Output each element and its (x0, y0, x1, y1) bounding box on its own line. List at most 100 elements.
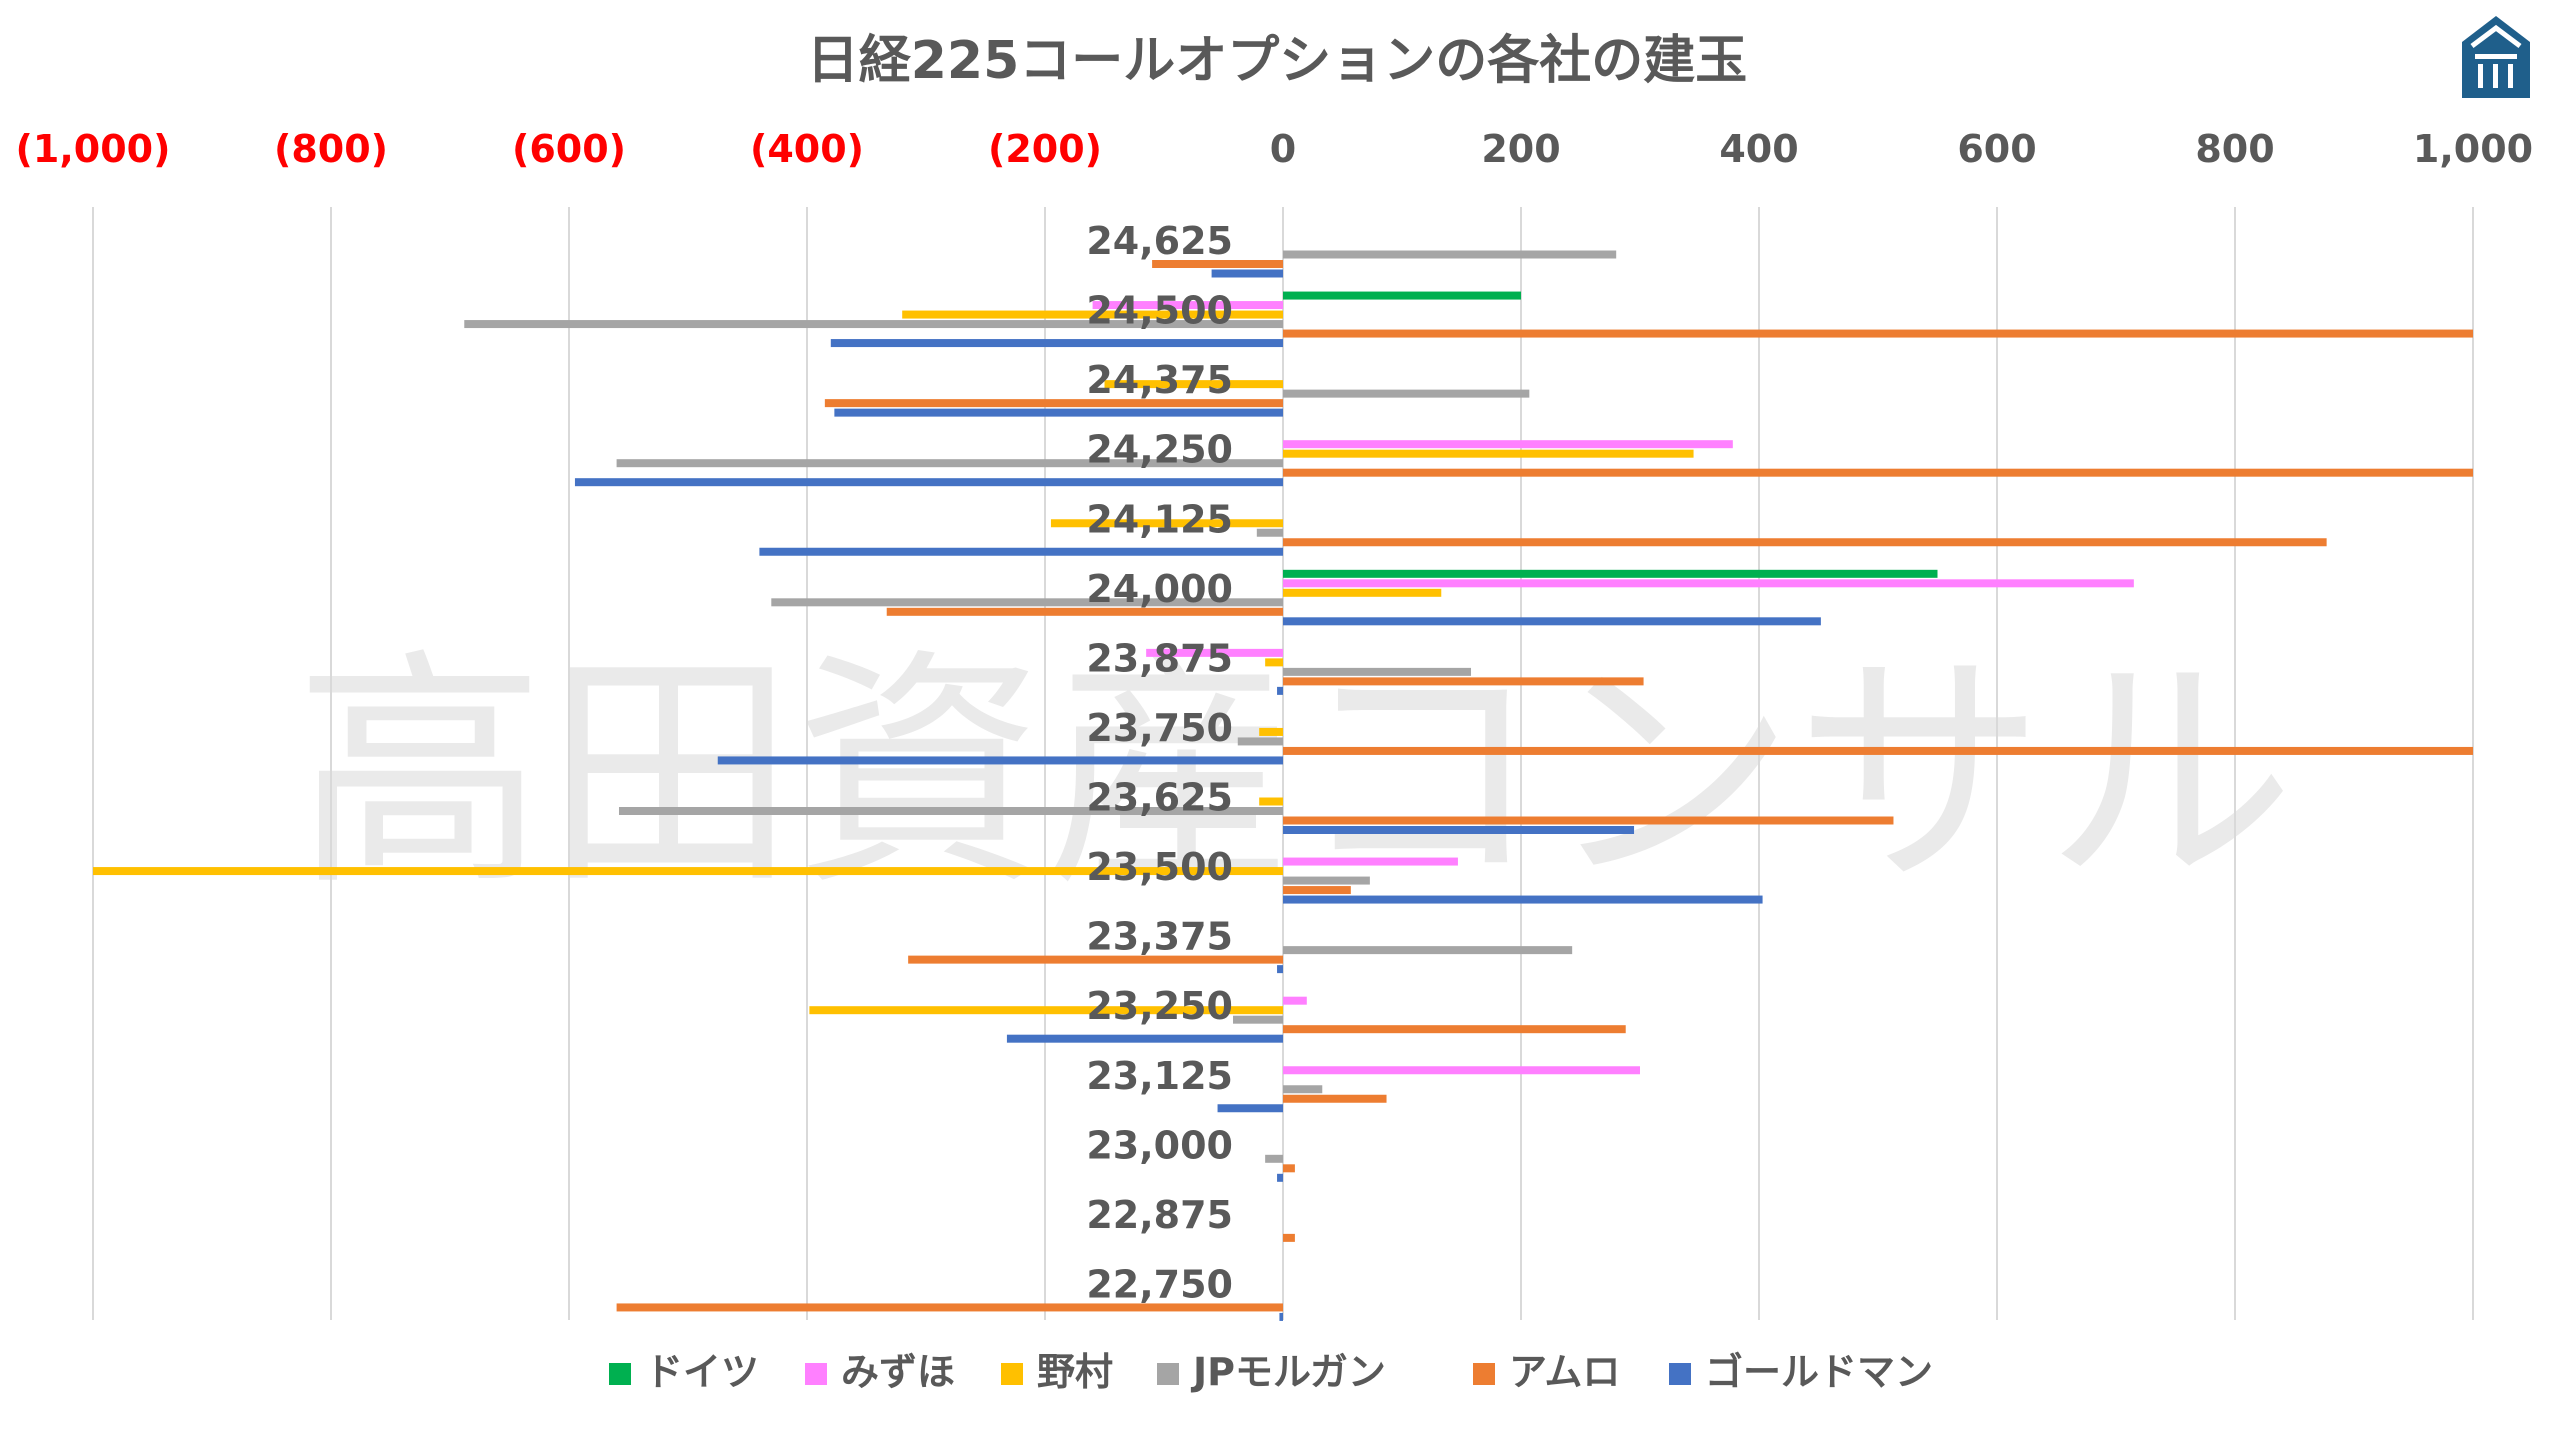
bar (1283, 816, 1894, 825)
category-label: 24,625 (1086, 219, 1233, 263)
category-label: 24,250 (1086, 428, 1233, 472)
bar (717, 756, 1283, 765)
brand-logo (2462, 16, 2530, 98)
bar (1283, 617, 1821, 626)
category-label: 23,875 (1086, 636, 1233, 680)
category-label: 23,000 (1086, 1123, 1233, 1167)
bar (759, 547, 1283, 556)
category-label: 22,750 (1086, 1262, 1233, 1306)
legend-label: ドイツ (645, 1350, 759, 1394)
legend-swatch (609, 1363, 631, 1385)
legend-label: JPモルガン (1190, 1350, 1386, 1394)
legend-swatch (1473, 1363, 1495, 1385)
bar (1283, 1094, 1387, 1103)
x-tick-label: (200) (988, 127, 1102, 171)
bar (1283, 329, 2473, 338)
category-label: 24,500 (1086, 289, 1233, 333)
bar (1006, 1034, 1283, 1043)
bar (618, 807, 1283, 815)
bar (1283, 440, 1733, 449)
bar (1217, 1104, 1283, 1113)
bar (824, 399, 1283, 408)
x-tick-label: 200 (1481, 127, 1560, 171)
legend: ドイツ みずほ 野村 JPモルガン アムロ ゴールドマン (609, 1350, 1933, 1394)
category-label: 23,125 (1086, 1054, 1233, 1098)
category-label: 23,500 (1086, 845, 1233, 889)
category-label: 24,125 (1086, 497, 1233, 541)
bar (886, 607, 1283, 616)
legend-swatch (805, 1363, 827, 1385)
bar (574, 478, 1283, 487)
bar (1283, 588, 1442, 597)
bar (464, 320, 1283, 329)
bar (1283, 1066, 1640, 1075)
bar (1283, 579, 2134, 588)
legend-label: みずほ (841, 1350, 955, 1394)
bar (1283, 1085, 1323, 1094)
legend-label: ゴールドマン (1705, 1350, 1933, 1394)
legend-swatch (1157, 1363, 1179, 1385)
bar (1152, 260, 1283, 268)
bar (908, 955, 1283, 964)
x-tick-label: (400) (750, 127, 864, 171)
bar (1277, 965, 1283, 974)
category-label: 23,625 (1086, 776, 1233, 820)
bar (1283, 291, 1521, 300)
category-label: 23,750 (1086, 706, 1233, 750)
category-label: 23,250 (1086, 984, 1233, 1028)
bar (809, 1006, 1283, 1015)
legend-swatch (1669, 1363, 1691, 1385)
x-tick-label: (800) (274, 127, 388, 171)
bar (1283, 677, 1644, 686)
bar (1283, 946, 1573, 955)
bar (1259, 797, 1283, 806)
bar (1259, 727, 1283, 736)
legend-swatch (1001, 1363, 1023, 1385)
bar (1283, 895, 1763, 904)
bar (771, 598, 1283, 607)
bar (1283, 1233, 1295, 1242)
bar (1283, 886, 1351, 895)
bar (93, 867, 1283, 876)
bar (1283, 538, 2327, 547)
bar (1279, 1312, 1283, 1321)
x-tick-label: (600) (512, 127, 626, 171)
legend-label: アムロ (1509, 1350, 1620, 1394)
chart-title: 日経225コールオプションの各社の建玉 (807, 31, 1748, 91)
bar (902, 310, 1283, 319)
x-tick-label: 400 (1719, 127, 1798, 171)
bar (1283, 389, 1530, 398)
bar (1283, 1164, 1295, 1173)
x-tick-label: 600 (1957, 127, 2036, 171)
bar (1283, 468, 2473, 477)
bar (1277, 686, 1283, 695)
bar (1283, 746, 2473, 755)
category-label: 22,875 (1086, 1193, 1233, 1237)
bar (1092, 301, 1283, 310)
bar (1277, 1173, 1283, 1182)
x-tick-label: 1,000 (2413, 127, 2533, 171)
bar (1283, 449, 1694, 458)
bar (1146, 648, 1283, 657)
bar (1283, 857, 1458, 866)
x-tick-label: (1,000) (16, 127, 171, 171)
legend-label: 野村 (1037, 1350, 1113, 1394)
bar (834, 408, 1283, 417)
x-tick-label: 0 (1270, 127, 1296, 171)
x-tick-label: 800 (2195, 127, 2274, 171)
bar (1283, 1025, 1626, 1034)
bar (1265, 658, 1283, 667)
bar (1283, 826, 1635, 834)
category-label: 24,375 (1086, 358, 1233, 402)
bar (1265, 1154, 1283, 1163)
bar (1050, 519, 1283, 528)
bar (1283, 569, 1938, 578)
bar (1256, 528, 1283, 537)
bar (1211, 269, 1283, 278)
bar (1283, 996, 1307, 1005)
bar (830, 339, 1283, 348)
bar (1104, 380, 1283, 389)
bar (1233, 1015, 1283, 1024)
bar (1283, 876, 1370, 885)
category-label: 23,375 (1086, 915, 1233, 959)
